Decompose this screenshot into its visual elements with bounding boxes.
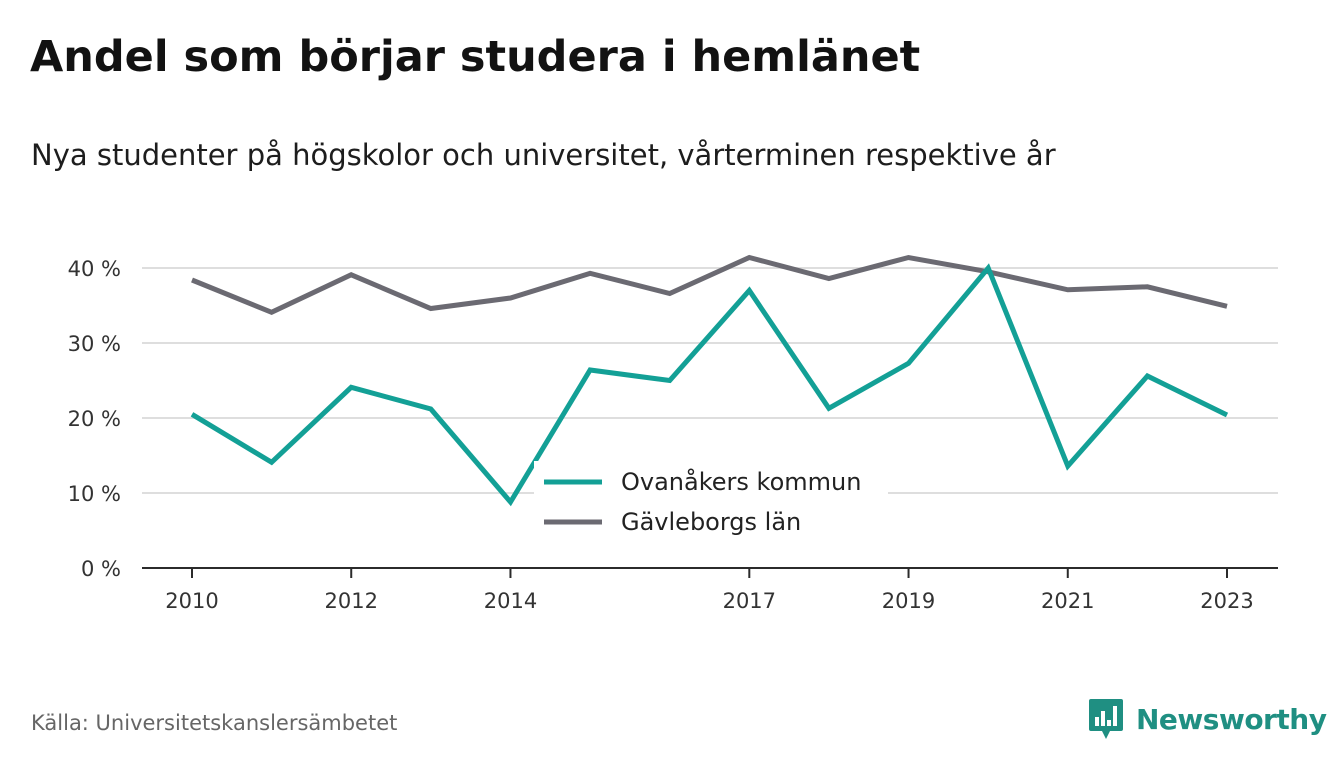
y-tick-label: 10 % (68, 482, 121, 506)
legend-background (534, 461, 888, 547)
y-tick-label: 30 % (68, 332, 121, 356)
legend: Ovanåkers kommun Gävleborgs län (534, 461, 888, 547)
y-tick-label: 40 % (68, 257, 121, 281)
line-chart: 0 % 10 % 20 % 30 % 40 % 2010 2012 2014 2017 2019 2… (68, 254, 1278, 613)
y-tick-label: 0 % (81, 557, 121, 581)
series-line (191, 254, 1228, 316)
axes: 0 % 10 % 20 % 30 % 40 % 2010 2012 2014 2017 2019 2… (68, 257, 1278, 613)
y-tick-label: 20 % (68, 407, 121, 431)
newsworthy-logo-icon (1089, 699, 1123, 739)
x-tick-label: 2019 (882, 589, 935, 613)
series-lines (190, 254, 1229, 507)
x-tick-label: 2012 (325, 589, 378, 613)
legend-label: Ovanåkers kommun (621, 467, 861, 496)
gridlines (142, 267, 1278, 494)
brand-logo: Newsworthy (1088, 697, 1327, 741)
x-tick-label: 2014 (484, 589, 537, 613)
brand-name: Newsworthy (1136, 702, 1327, 736)
x-tick-label: 2017 (723, 589, 776, 613)
chart-subtitle: Nya studenter på högskolor och universit… (31, 138, 1056, 172)
chart-title: Andel som börjar studera i hemlänet (30, 32, 921, 82)
x-tick-label: 2023 (1200, 589, 1253, 613)
legend-label: Gävleborgs län (621, 508, 801, 536)
x-tick-label: 2021 (1041, 589, 1094, 613)
series-line (190, 263, 1229, 507)
source-note: Källa: Universitetskanslersämbetet (31, 711, 398, 735)
x-tick-label: 2010 (165, 589, 218, 613)
